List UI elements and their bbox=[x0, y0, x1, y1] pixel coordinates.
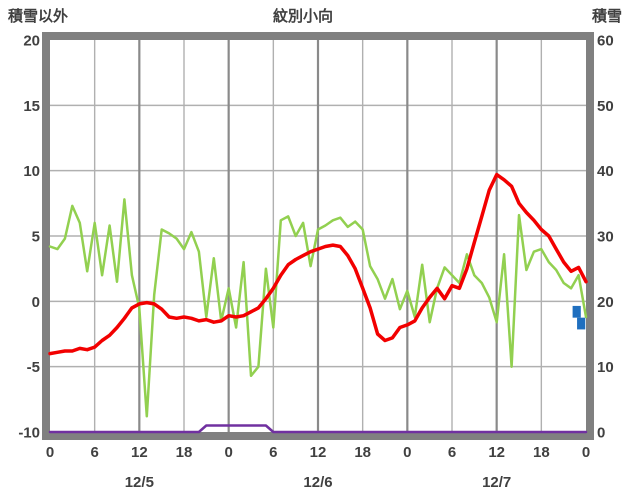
left-axis-tick-label: -10 bbox=[18, 425, 40, 442]
left-axis-tick-label: 10 bbox=[23, 163, 40, 180]
right-axis-tick-label: 20 bbox=[597, 294, 614, 311]
x-axis-hour-label: 12 bbox=[131, 444, 148, 461]
x-axis-hour-label: 0 bbox=[403, 444, 411, 461]
x-axis-hour-label: 6 bbox=[448, 444, 456, 461]
x-axis-date-label: 12/7 bbox=[482, 474, 511, 491]
x-axis-date-label: 12/5 bbox=[125, 474, 154, 491]
x-axis-hour-label: 18 bbox=[176, 444, 193, 461]
right-axis-tick-label: 40 bbox=[597, 163, 614, 180]
x-axis-hour-label: 12 bbox=[488, 444, 505, 461]
right-axis-tick-label: 30 bbox=[597, 229, 614, 246]
left-axis-tick-label: 5 bbox=[32, 229, 40, 246]
right-axis-tick-label: 60 bbox=[597, 33, 614, 50]
right-axis-title: 積雪 bbox=[591, 7, 622, 25]
green-line bbox=[48, 198, 588, 418]
red-line bbox=[48, 172, 588, 356]
x-axis-date-label: 12/6 bbox=[303, 474, 332, 491]
right-axis-tick-label: 0 bbox=[597, 425, 605, 442]
x-axis-hour-label: 6 bbox=[90, 444, 98, 461]
x-axis-hour-label: 0 bbox=[224, 444, 232, 461]
right-axis-tick-label: 50 bbox=[597, 98, 614, 115]
blue-bar-upper bbox=[572, 305, 581, 318]
x-axis-hour-label: 18 bbox=[533, 444, 550, 461]
plot-frame bbox=[42, 32, 594, 440]
left-axis-tick-label: 0 bbox=[32, 294, 40, 311]
x-axis-hour-label: 12 bbox=[310, 444, 327, 461]
right-axis-tick-label: 10 bbox=[597, 359, 614, 376]
x-axis-hour-label: 18 bbox=[354, 444, 371, 461]
left-axis-tick-label: -5 bbox=[27, 359, 40, 376]
x-axis-hour-label: 6 bbox=[269, 444, 277, 461]
x-axis-hour-label: 0 bbox=[582, 444, 590, 461]
blue-bar-lower bbox=[577, 317, 586, 330]
left-axis-tick-label: 20 bbox=[23, 33, 40, 50]
x-axis-hour-label: 0 bbox=[46, 444, 54, 461]
chart-title: 紋別小向 bbox=[273, 7, 333, 25]
left-axis-title: 積雪以外 bbox=[7, 7, 68, 25]
left-axis-tick-label: 15 bbox=[23, 98, 40, 115]
purple-line bbox=[48, 424, 588, 434]
